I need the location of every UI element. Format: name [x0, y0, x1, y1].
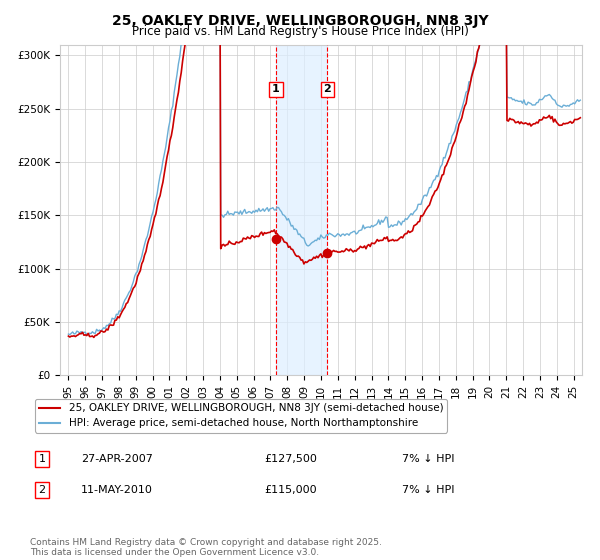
Text: 27-APR-2007: 27-APR-2007: [81, 454, 153, 464]
Text: 7% ↓ HPI: 7% ↓ HPI: [402, 454, 455, 464]
Text: 25, OAKLEY DRIVE, WELLINGBOROUGH, NN8 3JY: 25, OAKLEY DRIVE, WELLINGBOROUGH, NN8 3J…: [112, 14, 488, 28]
Text: 11-MAY-2010: 11-MAY-2010: [81, 485, 153, 495]
Text: 1: 1: [272, 85, 280, 95]
Text: 2: 2: [38, 485, 46, 495]
Legend: 25, OAKLEY DRIVE, WELLINGBOROUGH, NN8 3JY (semi-detached house), HPI: Average pr: 25, OAKLEY DRIVE, WELLINGBOROUGH, NN8 3J…: [35, 399, 448, 432]
Text: £115,000: £115,000: [264, 485, 317, 495]
Text: 2: 2: [323, 85, 331, 95]
Text: 1: 1: [38, 454, 46, 464]
Text: 7% ↓ HPI: 7% ↓ HPI: [402, 485, 455, 495]
Text: Contains HM Land Registry data © Crown copyright and database right 2025.
This d: Contains HM Land Registry data © Crown c…: [30, 538, 382, 557]
Bar: [276, 45, 327, 375]
Text: Price paid vs. HM Land Registry's House Price Index (HPI): Price paid vs. HM Land Registry's House …: [131, 25, 469, 38]
Text: £127,500: £127,500: [264, 454, 317, 464]
